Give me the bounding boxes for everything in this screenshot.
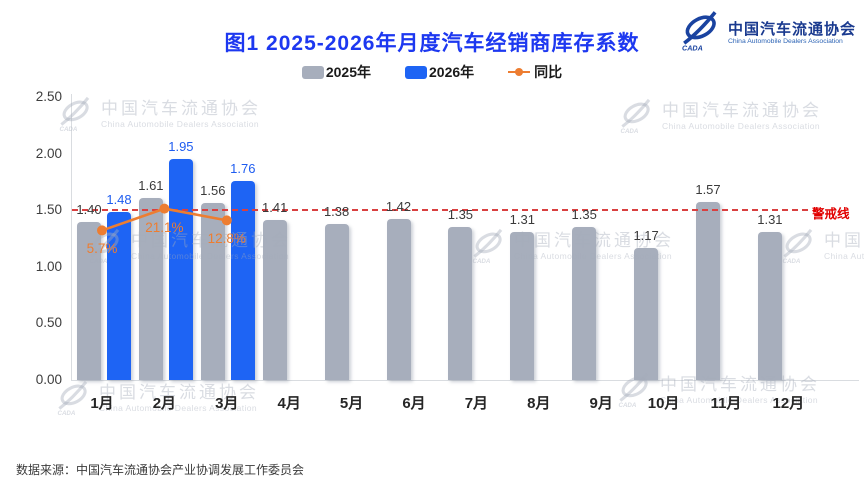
y-axis-line <box>71 94 72 381</box>
org-name-cn: 中国汽车流通协会 <box>727 20 856 38</box>
legend-line-dot-icon <box>508 66 531 79</box>
x-axis-label: 7月 <box>464 395 489 412</box>
bar-value-2025: 1.35 <box>571 207 597 223</box>
y-tick-label: 0.50 <box>35 315 62 331</box>
legend-swatch-2025 <box>301 65 324 79</box>
x-axis-label: 4月 <box>277 395 301 412</box>
legend-label-2026: 2026年 <box>429 64 475 80</box>
bar-2026 <box>107 212 131 380</box>
bar-2025 <box>324 223 349 380</box>
bar-2025 <box>200 203 225 380</box>
y-tick-label: 0.00 <box>35 372 62 387</box>
bar-2026 <box>168 159 193 380</box>
y-tick-label: 1.50 <box>35 202 62 218</box>
bar-2025 <box>572 227 597 380</box>
bar-2025 <box>634 247 659 380</box>
svg-text:CADA: CADA <box>682 44 703 52</box>
x-axis-label: 11月 <box>710 395 742 412</box>
bar-value-2025: 1.31 <box>509 211 535 227</box>
bar-value-2025: 1.57 <box>695 182 721 198</box>
legend-item-yoy: 同比 <box>508 62 562 82</box>
bar-value-2026: 1.76 <box>230 160 256 176</box>
bar-2025 <box>77 221 101 380</box>
yoy-value-label: 5.7% <box>86 241 118 257</box>
cada-swoosh-icon: CADA <box>682 11 717 52</box>
bar-2025 <box>262 220 287 380</box>
bar-value-2025: 1.35 <box>447 207 474 223</box>
bar-2025 <box>696 202 720 380</box>
x-axis-label: 5月 <box>339 395 364 412</box>
bar-value-2025: 1.41 <box>262 200 288 216</box>
bar-2026 <box>230 180 255 380</box>
bar-value-2025: 1.17 <box>633 227 659 243</box>
org-name-en: China Automobile Dealers Association <box>727 38 843 46</box>
bar-2025 <box>757 231 782 380</box>
x-axis-label: 1月 <box>90 395 114 412</box>
legend-item-2026: 2026年 <box>405 62 474 82</box>
y-tick-label: 1.00 <box>35 258 62 274</box>
chart-legend: 2025年 2026年 同比 <box>0 62 864 82</box>
bar-value-2025: 1.38 <box>323 203 350 219</box>
figure-title: 图1 2025-2026年月度汽车经销商库存系数 <box>224 32 640 55</box>
legend-item-2025: 2025年 <box>301 62 371 82</box>
cada-logo: CADA 中国汽车流通协会 China Automobile Dealers A… <box>677 10 856 57</box>
warning-dashed-line <box>72 209 809 211</box>
legend-swatch-2026 <box>405 65 427 79</box>
legend-label-2025: 2025年 <box>325 64 371 80</box>
warning-line-label: 警戒线 <box>812 207 850 221</box>
yoy-value-label: 12.8% <box>207 231 246 247</box>
bar-2025 <box>448 227 473 380</box>
bar-value-2026: 1.95 <box>168 139 194 155</box>
bar-value-2025: 1.42 <box>385 199 412 215</box>
y-tick-label: 2.00 <box>35 145 62 161</box>
x-axis-label: 2月 <box>152 395 177 412</box>
bar-value-2025: 1.40 <box>76 201 102 217</box>
data-source-note: 数据来源：中国汽车流通协会产业协调发展工作委员会 <box>16 463 305 477</box>
bar-2025 <box>138 197 163 380</box>
bar-value-2025: 1.61 <box>138 177 164 193</box>
x-axis-label: 3月 <box>215 395 239 412</box>
x-axis-label: 10月 <box>647 395 680 412</box>
x-axis-label: 12月 <box>772 395 805 412</box>
x-axis-label: 6月 <box>402 395 426 412</box>
bar-value-2025: 1.56 <box>200 183 226 199</box>
x-axis-line <box>71 380 859 381</box>
legend-label-yoy: 同比 <box>534 64 563 80</box>
logo-text: 中国汽车流通协会 China Automobile Dealers Associ… <box>728 21 856 46</box>
y-tick-label: 2.50 <box>35 89 62 104</box>
bar-2025 <box>386 219 411 380</box>
x-axis-label: 8月 <box>527 395 551 412</box>
bar-value-2025: 1.31 <box>757 211 783 227</box>
yoy-value-label: 21.1% <box>145 219 184 235</box>
bar-value-2026: 1.48 <box>106 192 132 208</box>
x-axis-label: 9月 <box>589 395 613 412</box>
cada-swoosh-icon: CADA <box>677 10 723 57</box>
bar-2025 <box>510 231 535 380</box>
